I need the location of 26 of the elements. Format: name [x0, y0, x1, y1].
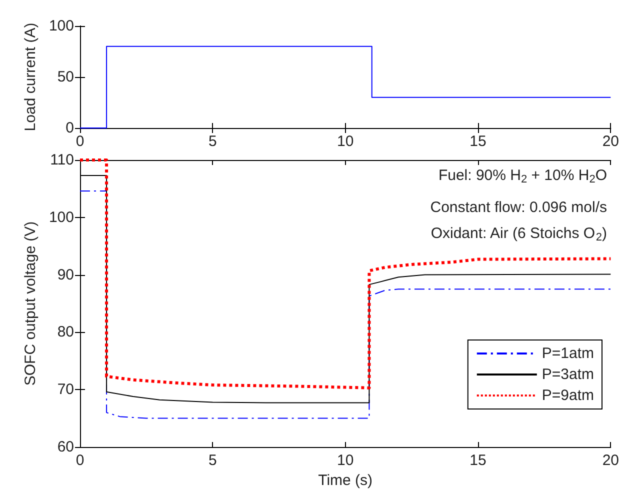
x-tick-label: 10: [336, 452, 354, 469]
y-tick-label: 70: [57, 381, 74, 398]
y-tick-label: 80: [57, 324, 74, 341]
y-tick-label: 110: [50, 152, 74, 168]
y-tick-label: 90: [57, 266, 74, 284]
x-tick-label: 0: [76, 133, 84, 150]
x-tick-label: 15: [470, 133, 486, 150]
x-tick-label: 15: [470, 452, 486, 469]
y-tick-label: 100: [48, 18, 74, 34]
y-tick-label: 50: [57, 68, 74, 86]
y-tick-label: 0: [66, 120, 74, 136]
y-tick-label: 100: [48, 208, 74, 226]
x-tick-label: 20: [602, 452, 619, 469]
legend-label: P=1atm: [542, 345, 594, 362]
x-tick-label: 20: [602, 133, 619, 150]
x-axis-title: Time (s): [318, 472, 373, 489]
y-axis-title: Load current (A): [22, 22, 40, 132]
x-tick-label: 5: [208, 452, 217, 469]
y-tick-label: 60: [57, 438, 74, 456]
x-tick-label: 10: [336, 133, 354, 150]
x-tick-label: 5: [208, 133, 217, 150]
legend-label: P=9atm: [542, 387, 594, 404]
legend-label: P=3atm: [542, 366, 594, 383]
y-axis-title: SOFC output voltage (V): [22, 221, 40, 386]
x-tick-label: 0: [76, 452, 84, 469]
annotation: Constant flow: 0.096 mol/s: [430, 199, 608, 216]
